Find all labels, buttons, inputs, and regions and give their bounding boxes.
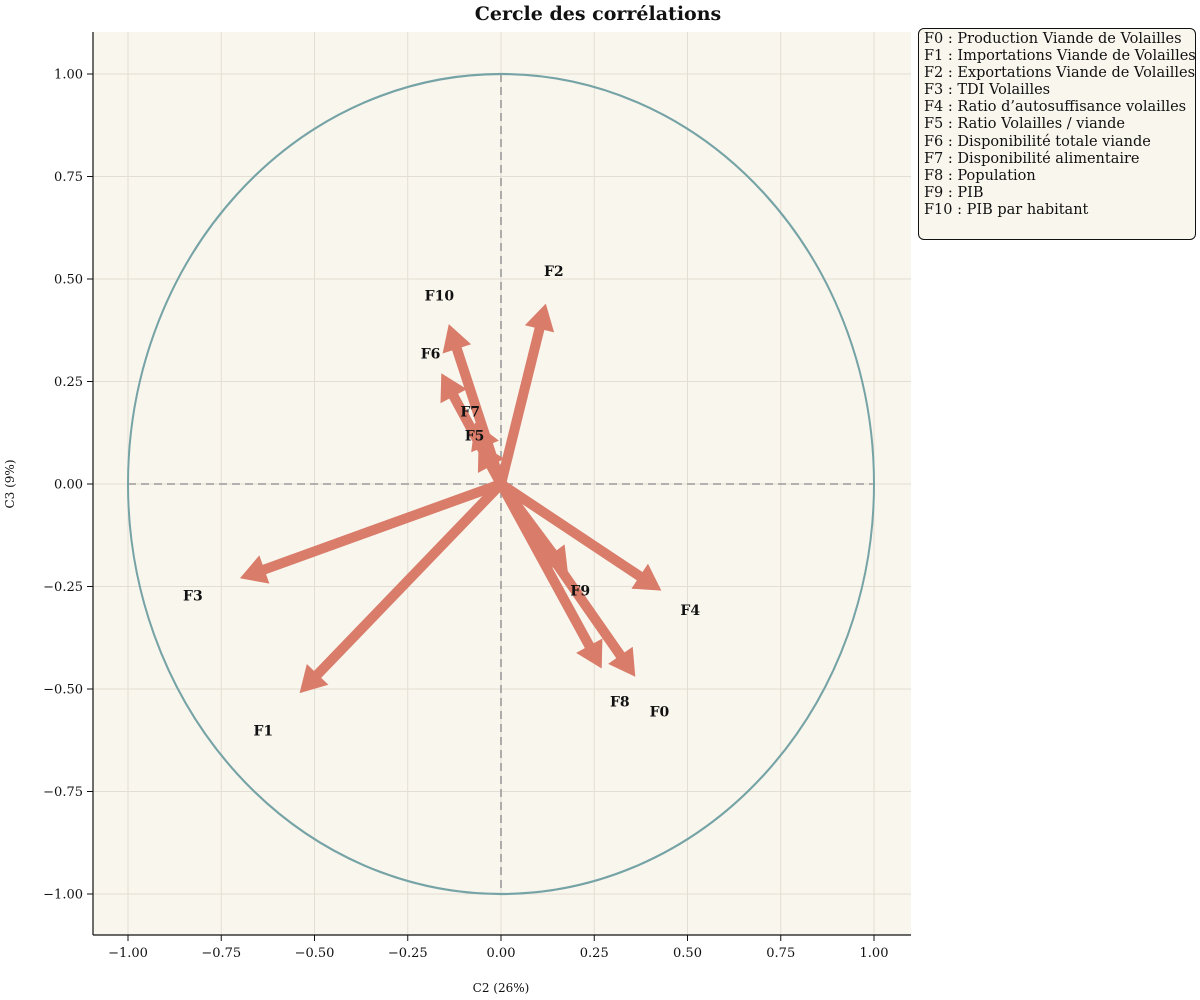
y-tick-label: 0.00 bbox=[54, 478, 83, 493]
arrow-head-f1 bbox=[299, 664, 329, 694]
x-tick-label: −0.25 bbox=[388, 946, 428, 961]
chart-title: Cercle des corrélations bbox=[475, 3, 721, 25]
arrow-label-f5: F5 bbox=[465, 429, 485, 445]
legend-entry-f8: F8 : Population bbox=[924, 167, 1036, 184]
y-tick-label: −0.25 bbox=[43, 580, 83, 595]
x-tick-label: 1.00 bbox=[860, 946, 889, 961]
arrow-shaft-f9 bbox=[496, 481, 558, 558]
y-axis-label: C3 (9%) bbox=[3, 459, 17, 508]
y-tick-label: 0.25 bbox=[54, 375, 83, 390]
legend-entry-f1: F1 : Importations Viande de Volailles bbox=[924, 48, 1196, 65]
x-tick-label: −0.75 bbox=[201, 946, 241, 961]
vector-arrows bbox=[239, 303, 662, 694]
arrow-head-f2 bbox=[524, 303, 555, 333]
y-tick-label: 0.75 bbox=[54, 170, 83, 185]
arrow-head-f4 bbox=[631, 563, 662, 591]
y-tick-label: 0.50 bbox=[54, 273, 83, 288]
legend-entry-f9: F9 : PIB bbox=[924, 184, 984, 201]
legend-entry-f3: F3 : TDI Volailles bbox=[924, 82, 1051, 99]
arrow-head-f8 bbox=[576, 638, 603, 669]
legend-entry-f2: F2 : Exportations Viande de Volailles bbox=[924, 65, 1196, 82]
arrow-head-f6 bbox=[440, 373, 467, 404]
arrow-label-f7: F7 bbox=[460, 404, 480, 420]
x-tick-label: 0.75 bbox=[766, 946, 795, 961]
arrow-label-f2: F2 bbox=[544, 264, 564, 280]
arrow-head-f10 bbox=[442, 324, 472, 354]
x-tick-label: 0.25 bbox=[580, 946, 609, 961]
arrow-label-f8: F8 bbox=[610, 695, 630, 711]
legend: F0 : Production Viande de Volailles F1 :… bbox=[918, 28, 1196, 240]
y-tick-label: −1.00 bbox=[43, 888, 83, 903]
legend-entry-f7: F7 : Disponibilité alimentaire bbox=[924, 150, 1140, 167]
x-tick-label: −0.50 bbox=[295, 946, 335, 961]
arrow-head-f9 bbox=[540, 544, 569, 575]
y-ticks: 1.00 0.75 0.50 0.25 0.00 −0.25 −0.50 −0.75 −1.00 bbox=[43, 68, 93, 903]
x-ticks: −1.00 −0.75 −0.50 −0.25 0.00 0.25 0.50 0.75 1.00 bbox=[108, 935, 888, 961]
arrow-label-f6: F6 bbox=[421, 346, 441, 362]
y-tick-label: −0.75 bbox=[43, 785, 83, 800]
legend-entry-f10: F10 : PIB par habitant bbox=[924, 201, 1089, 218]
unit-circle bbox=[127, 72, 875, 896]
x-tick-label: −1.00 bbox=[108, 946, 148, 961]
arrow-label-f0: F0 bbox=[650, 704, 670, 720]
legend-entry-f0: F0 : Production Viande de Volailles bbox=[924, 31, 1182, 47]
arrow-shaft-f3 bbox=[260, 479, 503, 575]
arrow-label-f3: F3 bbox=[183, 588, 203, 604]
x-tick-label: 0.00 bbox=[487, 946, 516, 961]
arrow-head-f0 bbox=[608, 646, 636, 677]
x-tick-label: 0.50 bbox=[673, 946, 702, 961]
legend-entry-f4: F4 : Ratio d’autosuffisance volailles bbox=[924, 99, 1187, 116]
legend-entry-f6: F6 : Disponibilité totale viande bbox=[924, 133, 1151, 150]
arrow-shaft-f2 bbox=[496, 325, 545, 486]
y-tick-label: 1.00 bbox=[54, 68, 83, 83]
x-axis-label: C2 (26%) bbox=[473, 981, 530, 995]
arrow-head-f3 bbox=[239, 555, 270, 584]
arrow-label-f4: F4 bbox=[680, 603, 700, 619]
arrow-label-f9: F9 bbox=[570, 583, 590, 599]
arrow-shaft-f10 bbox=[451, 345, 506, 486]
arrow-label-f1: F1 bbox=[253, 724, 273, 740]
vector-labels: F0 F1 F2 F3 F4 F5 F6 F7 F8 F9 F10 bbox=[183, 264, 700, 740]
arrow-label-f10: F10 bbox=[425, 288, 455, 304]
arrow-shaft-f1 bbox=[312, 480, 505, 680]
legend-entry-f5: F5 : Ratio Volailles / viande bbox=[924, 116, 1125, 133]
arrow-shaft-f4 bbox=[498, 479, 645, 582]
y-tick-label: −0.50 bbox=[43, 683, 83, 698]
